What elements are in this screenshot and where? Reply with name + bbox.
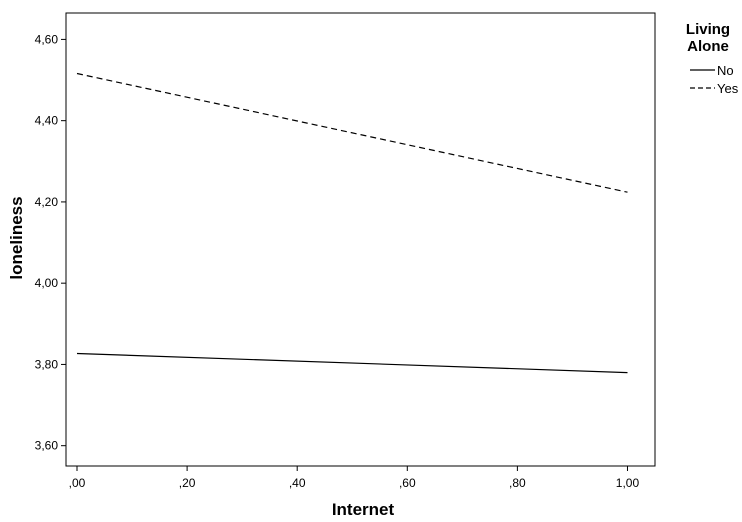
y-tick-label: 3,60 <box>35 439 59 453</box>
x-tick-label: 1,00 <box>616 476 640 490</box>
y-tick-label: 4,00 <box>35 276 59 290</box>
y-tick-label: 4,20 <box>35 195 59 209</box>
y-axis-label: loneliness <box>7 196 26 279</box>
y-tick-label: 4,40 <box>35 114 59 128</box>
plot-frame <box>65 12 656 467</box>
series-line-yes <box>76 72 628 193</box>
legend: Living Alone No Yes <box>686 21 739 96</box>
y-tick-label: 3,80 <box>35 357 59 371</box>
y-tick-label: 4,60 <box>35 32 59 46</box>
x-tick-label: ,40 <box>289 476 306 490</box>
legend-label-no: No <box>717 63 734 78</box>
series-layer <box>76 72 628 374</box>
x-axis-label: Internet <box>332 500 395 517</box>
legend-label-yes: Yes <box>717 81 739 96</box>
x-axis: ,00 ,20 ,40 ,60 ,80 1,00 <box>69 466 640 490</box>
x-tick-label: ,00 <box>69 476 86 490</box>
x-tick-label: ,20 <box>179 476 196 490</box>
series-line-no <box>76 352 628 374</box>
legend-title-line-1: Living <box>686 21 730 38</box>
x-tick-label: ,80 <box>509 476 526 490</box>
y-axis: 3,60 3,80 4,00 4,20 4,40 4,60 <box>35 32 66 453</box>
x-tick-label: ,60 <box>399 476 416 490</box>
legend-title-line-2: Alone <box>687 38 729 55</box>
